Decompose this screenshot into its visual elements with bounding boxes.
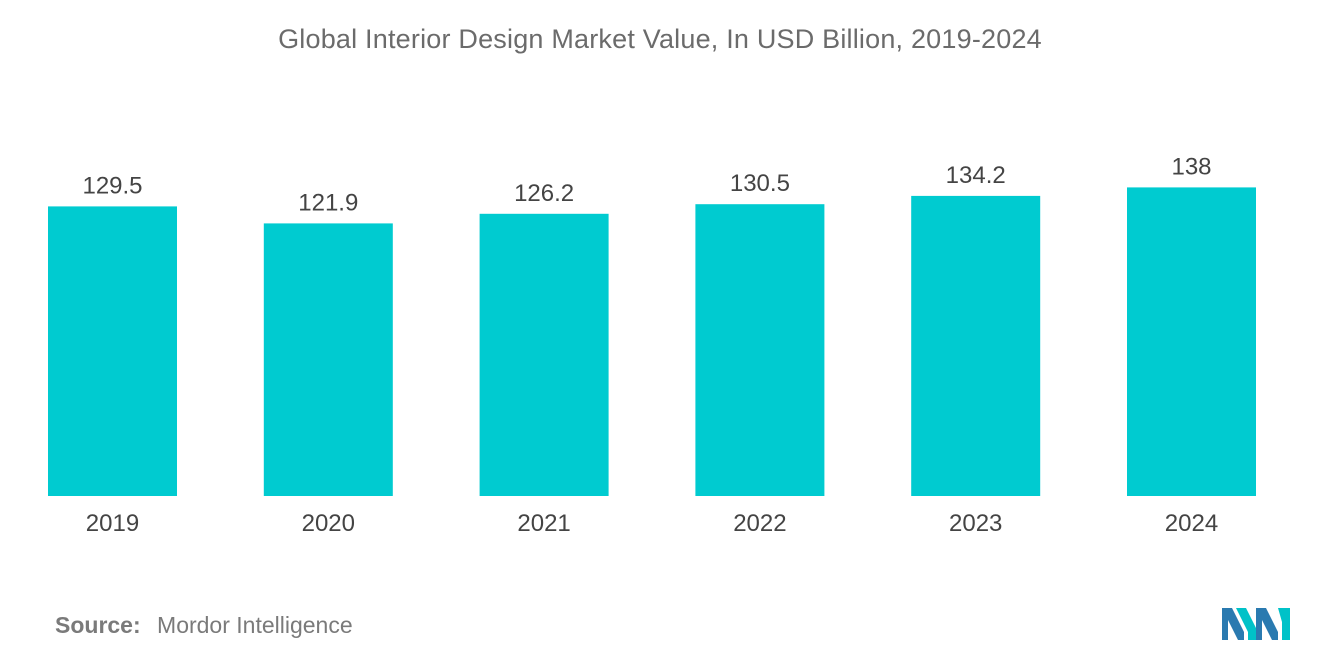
mordor-intelligence-logo-icon <box>1222 608 1290 640</box>
bar-2019 <box>48 206 177 496</box>
source-text: Mordor Intelligence <box>157 612 353 638</box>
bar-2023 <box>911 195 1041 496</box>
bar-2024 <box>1127 187 1256 496</box>
bar-2021 <box>479 213 609 497</box>
bar-2020 <box>263 223 393 496</box>
source-note: Source: Mordor Intelligence <box>55 612 353 639</box>
bar-2022 <box>695 204 825 496</box>
category-label-2021: 2021 <box>517 510 570 537</box>
category-label-2023: 2023 <box>949 510 1002 537</box>
value-label-2020: 121.9 <box>298 189 358 216</box>
source-label: Source: <box>55 612 141 638</box>
chart-title: Global Interior Design Market Value, In … <box>278 24 1042 54</box>
category-label-2019: 2019 <box>86 510 139 537</box>
category-label-2022: 2022 <box>733 510 786 537</box>
value-label-2021: 126.2 <box>514 180 574 207</box>
category-label-2020: 2020 <box>302 510 355 537</box>
value-label-2024: 138 <box>1171 153 1211 180</box>
value-label-2019: 129.5 <box>82 172 142 199</box>
value-label-2022: 130.5 <box>730 170 790 197</box>
value-label-2023: 134.2 <box>946 162 1006 189</box>
category-label-2024: 2024 <box>1165 510 1218 537</box>
